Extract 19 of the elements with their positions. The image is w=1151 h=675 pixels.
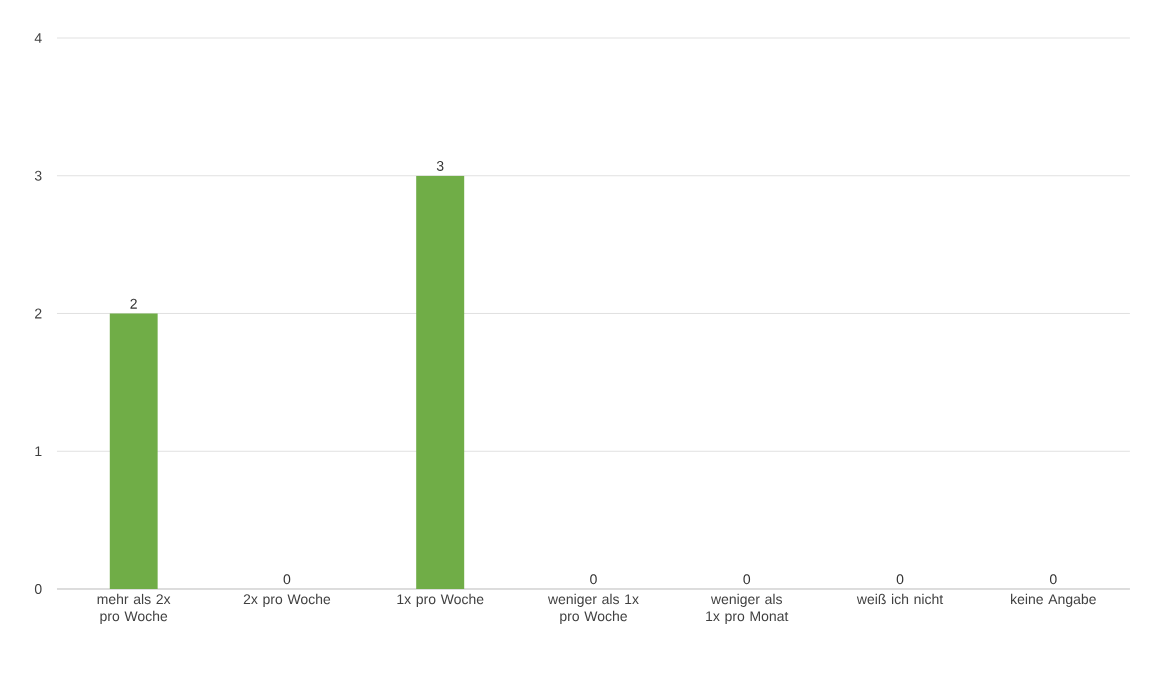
y-tick-label: 3 [34,170,42,181]
data-label: 3 [436,160,444,171]
x-tick-label: weniger als 1x pro Woche [547,593,639,624]
data-label: 0 [1049,574,1057,585]
x-tick-label: weniger als 1x pro Monat [706,593,789,624]
x-tick-label: weiß ich nicht [856,593,944,605]
data-label: 0 [896,574,904,585]
data-label: 0 [283,574,291,585]
data-label: 0 [743,574,751,585]
data-label: 2 [130,298,137,309]
x-tick-label: 1x pro Woche [397,593,484,607]
y-tick-label: 1 [35,446,42,457]
y-tick-label: 2 [35,308,42,319]
data-label: 0 [590,574,597,585]
x-tick-label: keine Angabe [1011,593,1096,607]
x-tick-label: 2x pro Woche [243,593,331,607]
y-tick-label: 4 [34,33,42,43]
x-tick-label: mehr als 2x pro Woche [97,593,171,624]
y-tick-label: 0 [34,584,42,594]
